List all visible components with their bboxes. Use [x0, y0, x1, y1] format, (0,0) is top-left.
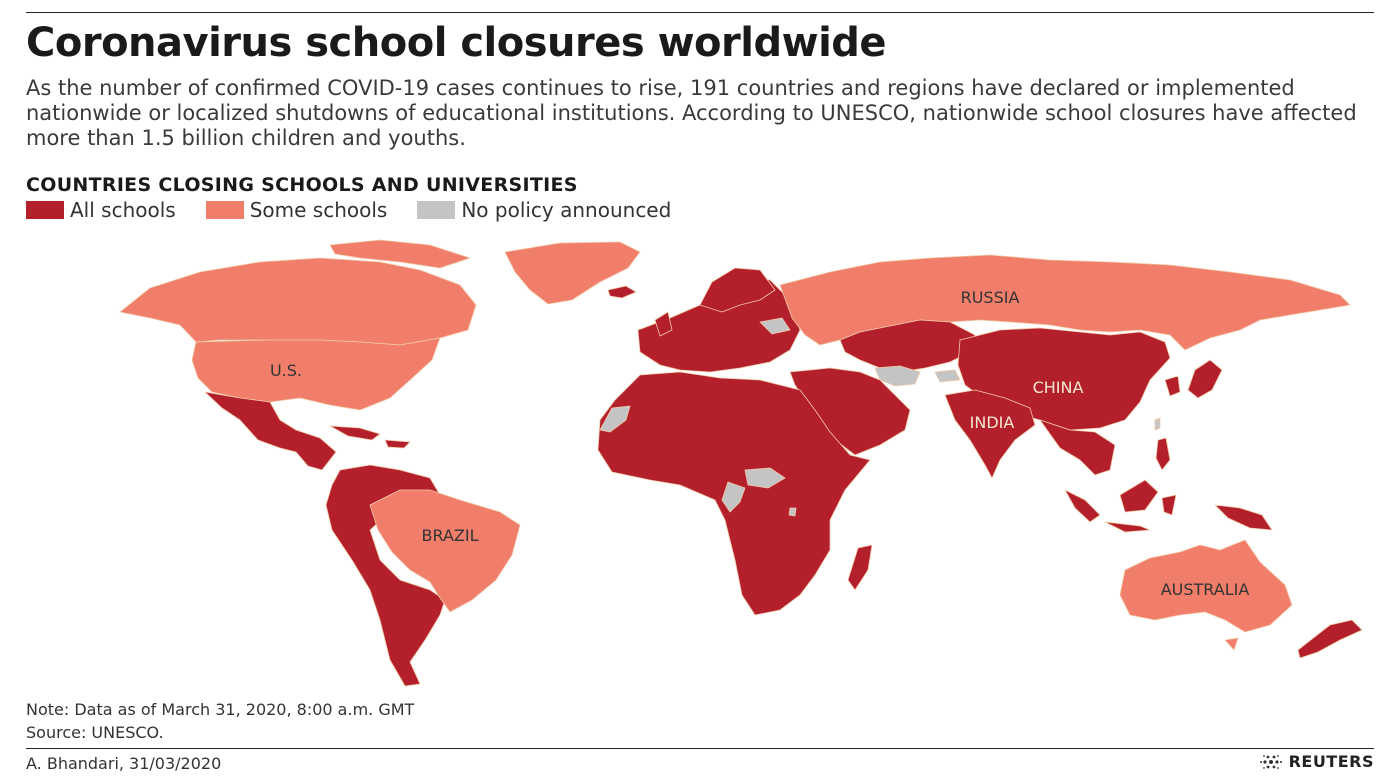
legend-item-all-schools: All schools [26, 198, 176, 222]
region-scandinavia [699, 267, 776, 313]
region-sulawesi [1161, 494, 1177, 516]
region-papua [1214, 504, 1273, 531]
region-madagascar [847, 544, 873, 591]
legend-swatch-no-policy [417, 201, 456, 219]
page-title: Coronavirus school closures worldwide [26, 20, 887, 66]
region-caribbean-b [384, 439, 411, 449]
reuters-dots-icon [1259, 754, 1282, 769]
region-central-african-republic [744, 467, 786, 489]
world-map: RUSSIA U.S. CHINA INDIA BRAZIL AUSTRALIA [119, 239, 1363, 687]
region-arctic-islands [329, 239, 471, 269]
region-canada [119, 257, 477, 346]
region-taiwan [1154, 417, 1161, 431]
region-burundi [788, 507, 797, 517]
region-korea [1164, 375, 1181, 397]
region-belarus [759, 317, 791, 335]
map-label-russia: RUSSIA [961, 288, 1020, 307]
region-indonesia-b [1119, 479, 1159, 513]
map-label-brazil: BRAZIL [422, 526, 479, 545]
region-brazil [369, 489, 521, 613]
region-congo [721, 481, 746, 513]
reuters-logo: REUTERS [1259, 752, 1374, 771]
region-iceland [607, 285, 637, 299]
region-australia [1119, 539, 1293, 633]
bottom-rule [26, 748, 1374, 749]
legend-item-no-policy: No policy announced [417, 198, 671, 222]
legend-label-some-schools: Some schools [249, 198, 388, 222]
region-indonesia-c [1104, 521, 1151, 533]
region-philippines [1155, 437, 1171, 471]
region-japan [1187, 359, 1223, 399]
region-indonesia-a [1064, 489, 1101, 523]
region-usa [191, 337, 441, 411]
brand-name: REUTERS [1288, 752, 1374, 771]
top-rule [26, 12, 1374, 13]
map-label-china: CHINA [1033, 378, 1084, 397]
region-southeast-asia [1039, 419, 1116, 476]
data-source: Source: UNESCO. [26, 723, 164, 742]
region-mexico [204, 391, 337, 471]
region-caribbean [329, 425, 381, 441]
region-uk [654, 311, 673, 337]
legend-item-some-schools: Some schools [205, 198, 388, 222]
page-subtitle: As the number of confirmed COVID-19 case… [26, 76, 1357, 150]
map-label-india: INDIA [970, 413, 1015, 432]
map-label-australia: AUSTRALIA [1161, 580, 1250, 599]
data-note: Note: Data as of March 31, 2020, 8:00 a.… [26, 700, 415, 719]
region-india [944, 389, 1036, 479]
region-greenland [504, 241, 641, 305]
region-new-zealand [1297, 619, 1363, 659]
legend-swatch-all-schools [26, 201, 64, 219]
region-western-sahara [599, 405, 631, 433]
legend-swatch-some-schools [205, 201, 244, 219]
region-tajikistan [934, 369, 961, 383]
region-tasmania [1224, 637, 1239, 651]
map-legend: All schools Some schools No policy annou… [26, 198, 701, 222]
map-heading: COUNTRIES CLOSING SCHOOLS AND UNIVERSITI… [26, 174, 578, 196]
legend-label-all-schools: All schools [70, 198, 176, 222]
legend-label-no-policy: No policy announced [461, 198, 672, 222]
map-label-us: U.S. [270, 361, 302, 380]
author-credit: A. Bhandari, 31/03/2020 [26, 754, 222, 773]
